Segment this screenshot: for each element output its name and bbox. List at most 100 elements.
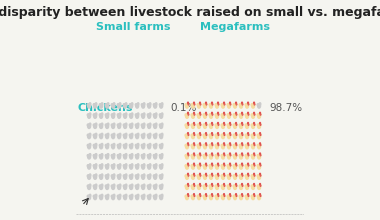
Circle shape bbox=[138, 113, 139, 115]
Circle shape bbox=[230, 104, 231, 105]
Circle shape bbox=[141, 155, 142, 156]
Circle shape bbox=[222, 114, 225, 118]
Circle shape bbox=[159, 124, 160, 126]
Circle shape bbox=[87, 155, 89, 156]
Circle shape bbox=[154, 104, 157, 108]
Circle shape bbox=[193, 194, 195, 196]
Circle shape bbox=[242, 165, 243, 166]
Circle shape bbox=[142, 134, 145, 139]
Circle shape bbox=[118, 114, 120, 118]
Circle shape bbox=[99, 165, 100, 167]
Circle shape bbox=[192, 165, 195, 169]
Circle shape bbox=[252, 104, 255, 108]
Circle shape bbox=[136, 195, 139, 200]
Circle shape bbox=[148, 124, 150, 128]
Circle shape bbox=[200, 155, 201, 156]
Circle shape bbox=[106, 114, 109, 118]
Circle shape bbox=[193, 143, 195, 144]
Circle shape bbox=[239, 145, 241, 146]
Circle shape bbox=[100, 154, 103, 159]
Circle shape bbox=[245, 134, 249, 139]
Circle shape bbox=[199, 103, 201, 105]
Circle shape bbox=[217, 133, 219, 136]
Circle shape bbox=[204, 134, 206, 139]
Circle shape bbox=[247, 194, 249, 196]
Circle shape bbox=[215, 185, 216, 187]
Circle shape bbox=[108, 133, 109, 136]
Circle shape bbox=[228, 104, 231, 108]
Circle shape bbox=[209, 165, 211, 167]
Circle shape bbox=[199, 184, 201, 186]
Circle shape bbox=[229, 174, 231, 176]
Circle shape bbox=[233, 114, 234, 116]
Circle shape bbox=[159, 165, 160, 167]
Circle shape bbox=[188, 165, 189, 166]
Circle shape bbox=[124, 185, 127, 189]
Circle shape bbox=[245, 154, 249, 159]
Circle shape bbox=[198, 144, 201, 149]
Circle shape bbox=[93, 195, 97, 200]
Circle shape bbox=[118, 154, 120, 159]
Circle shape bbox=[199, 164, 201, 166]
Circle shape bbox=[159, 134, 160, 136]
Circle shape bbox=[93, 104, 97, 108]
Circle shape bbox=[95, 113, 97, 115]
Circle shape bbox=[205, 194, 207, 196]
Circle shape bbox=[227, 145, 228, 146]
Circle shape bbox=[221, 145, 222, 146]
Circle shape bbox=[203, 195, 204, 197]
Circle shape bbox=[101, 154, 103, 156]
Circle shape bbox=[241, 154, 243, 156]
Circle shape bbox=[251, 195, 252, 197]
Circle shape bbox=[159, 145, 160, 146]
Circle shape bbox=[125, 113, 127, 115]
Circle shape bbox=[95, 184, 97, 186]
Circle shape bbox=[142, 195, 145, 200]
Circle shape bbox=[89, 113, 91, 115]
Circle shape bbox=[227, 155, 228, 156]
Circle shape bbox=[105, 155, 106, 156]
Circle shape bbox=[93, 155, 95, 156]
Circle shape bbox=[138, 184, 139, 186]
Circle shape bbox=[235, 123, 237, 125]
Circle shape bbox=[160, 165, 163, 169]
Circle shape bbox=[129, 165, 130, 167]
Circle shape bbox=[223, 123, 225, 125]
Circle shape bbox=[95, 154, 97, 156]
Circle shape bbox=[258, 195, 261, 200]
Circle shape bbox=[136, 165, 139, 169]
Circle shape bbox=[131, 174, 133, 176]
Circle shape bbox=[193, 183, 195, 185]
Circle shape bbox=[185, 155, 186, 156]
Circle shape bbox=[254, 173, 255, 175]
Circle shape bbox=[197, 155, 198, 156]
Circle shape bbox=[242, 185, 243, 186]
Circle shape bbox=[130, 154, 133, 159]
Circle shape bbox=[209, 144, 212, 149]
Circle shape bbox=[200, 165, 201, 166]
Circle shape bbox=[239, 134, 241, 136]
Circle shape bbox=[160, 154, 163, 159]
Circle shape bbox=[245, 175, 246, 177]
Circle shape bbox=[191, 165, 192, 167]
Circle shape bbox=[260, 155, 261, 156]
Circle shape bbox=[112, 114, 115, 118]
Circle shape bbox=[130, 195, 133, 200]
Circle shape bbox=[211, 174, 213, 176]
Circle shape bbox=[251, 175, 252, 177]
Circle shape bbox=[93, 124, 95, 126]
Circle shape bbox=[159, 114, 160, 116]
Circle shape bbox=[248, 104, 249, 105]
Circle shape bbox=[192, 124, 195, 128]
Circle shape bbox=[211, 143, 213, 146]
Circle shape bbox=[245, 124, 249, 128]
Circle shape bbox=[142, 154, 145, 159]
Circle shape bbox=[259, 194, 261, 196]
Circle shape bbox=[224, 114, 225, 115]
Circle shape bbox=[206, 124, 207, 125]
Circle shape bbox=[185, 175, 188, 179]
Circle shape bbox=[93, 144, 97, 149]
Circle shape bbox=[197, 124, 198, 126]
Circle shape bbox=[88, 195, 90, 200]
Circle shape bbox=[236, 114, 237, 115]
